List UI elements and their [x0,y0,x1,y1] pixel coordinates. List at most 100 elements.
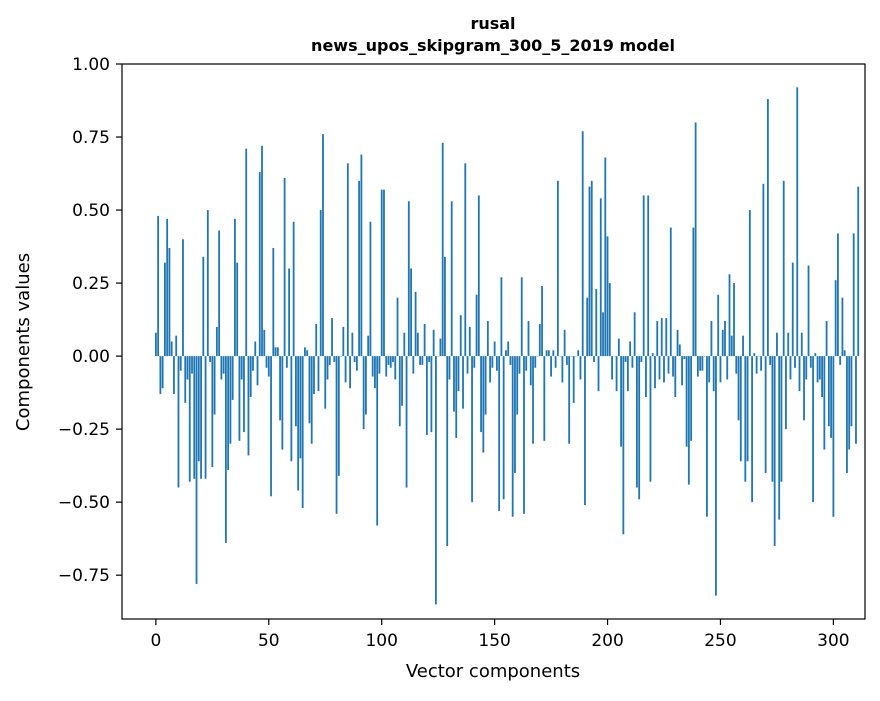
bar-38 [241,356,243,379]
bar-66 [304,347,306,356]
bar-158 [512,356,514,517]
bar-98 [376,356,378,525]
bar-81 [338,356,340,476]
bar-288 [805,356,807,379]
bar-106 [394,356,396,379]
bar-68 [309,356,311,423]
bar-141 [473,356,475,368]
bar-86 [349,356,351,388]
bar-73 [320,210,322,356]
bar-47 [261,146,263,356]
bar-26 [214,356,216,414]
bar-132 [453,356,455,412]
bar-175 [550,356,552,376]
bar-59 [288,268,290,356]
bar-281 [790,356,792,379]
bar-231 [677,330,679,356]
bar-254 [729,274,731,356]
bar-7 [171,342,173,357]
bar-240 [697,356,699,376]
bar-233 [681,356,683,385]
y-tick-label: 1.00 [72,55,110,75]
bar-105 [392,356,394,362]
bar-223 [659,356,661,379]
y-axis-ticks: −0.75−0.50−0.250.000.250.500.751.00 [58,55,122,586]
bar-149 [491,356,493,368]
bar-212 [634,312,636,356]
bar-92 [363,356,365,429]
bar-302 [837,233,839,356]
y-tick-label: −0.50 [58,493,110,513]
bar-111 [406,356,408,487]
bar-166 [530,356,532,385]
bar-278 [783,181,785,356]
bar-177 [555,356,557,368]
bar-262 [747,356,749,461]
y-tick-label: −0.75 [58,566,110,586]
bar-174 [548,350,550,356]
bar-138 [467,356,469,374]
bar-147 [487,321,489,356]
bar-91 [360,155,362,357]
bar-0 [155,333,157,356]
bar-290 [810,356,812,368]
bar-213 [636,356,638,487]
bar-104 [390,356,392,368]
bar-22 [205,356,207,479]
bar-286 [801,333,803,356]
bar-41 [248,356,250,455]
bar-96 [372,356,374,376]
bar-43 [252,356,254,371]
bar-188 [580,356,582,379]
bar-13 [184,356,186,403]
bar-291 [812,356,814,502]
bar-57 [284,178,286,356]
bar-255 [731,336,733,356]
bar-83 [342,327,344,356]
bar-232 [679,344,681,356]
bar-127 [442,143,444,356]
bar-196 [598,356,600,391]
bar-80 [336,356,338,514]
bar-53 [275,347,277,356]
bar-250 [720,356,722,382]
x-tick-label: 50 [258,631,280,651]
bar-12 [182,239,184,356]
bar-157 [510,356,512,365]
bar-156 [507,342,509,357]
bar-224 [661,318,663,356]
bar-122 [430,356,432,432]
bar-1 [157,216,159,356]
bar-78 [331,318,333,356]
bar-244 [706,356,708,517]
bar-154 [503,356,505,499]
bar-172 [543,356,545,441]
bar-207 [622,356,624,534]
bar-75 [324,356,326,409]
bar-90 [358,181,360,356]
bar-171 [541,286,543,356]
bar-249 [717,295,719,356]
bar-181 [564,330,566,356]
bar-239 [695,122,697,356]
bar-296 [823,356,825,449]
bar-253 [726,356,728,379]
bar-215 [641,356,643,362]
x-tick-label: 250 [704,631,736,651]
bar-108 [399,356,401,426]
bar-242 [701,356,703,371]
bar-139 [469,327,471,356]
bar-187 [577,350,579,356]
bar-176 [552,350,554,356]
bar-33 [230,356,232,444]
bar-304 [842,298,844,356]
bar-160 [516,356,518,414]
bar-153 [501,277,503,356]
bar-151 [496,356,498,371]
bar-202 [611,356,613,379]
bar-121 [428,356,430,362]
bar-55 [279,356,281,420]
bar-222 [656,321,658,356]
bar-67 [306,350,308,356]
